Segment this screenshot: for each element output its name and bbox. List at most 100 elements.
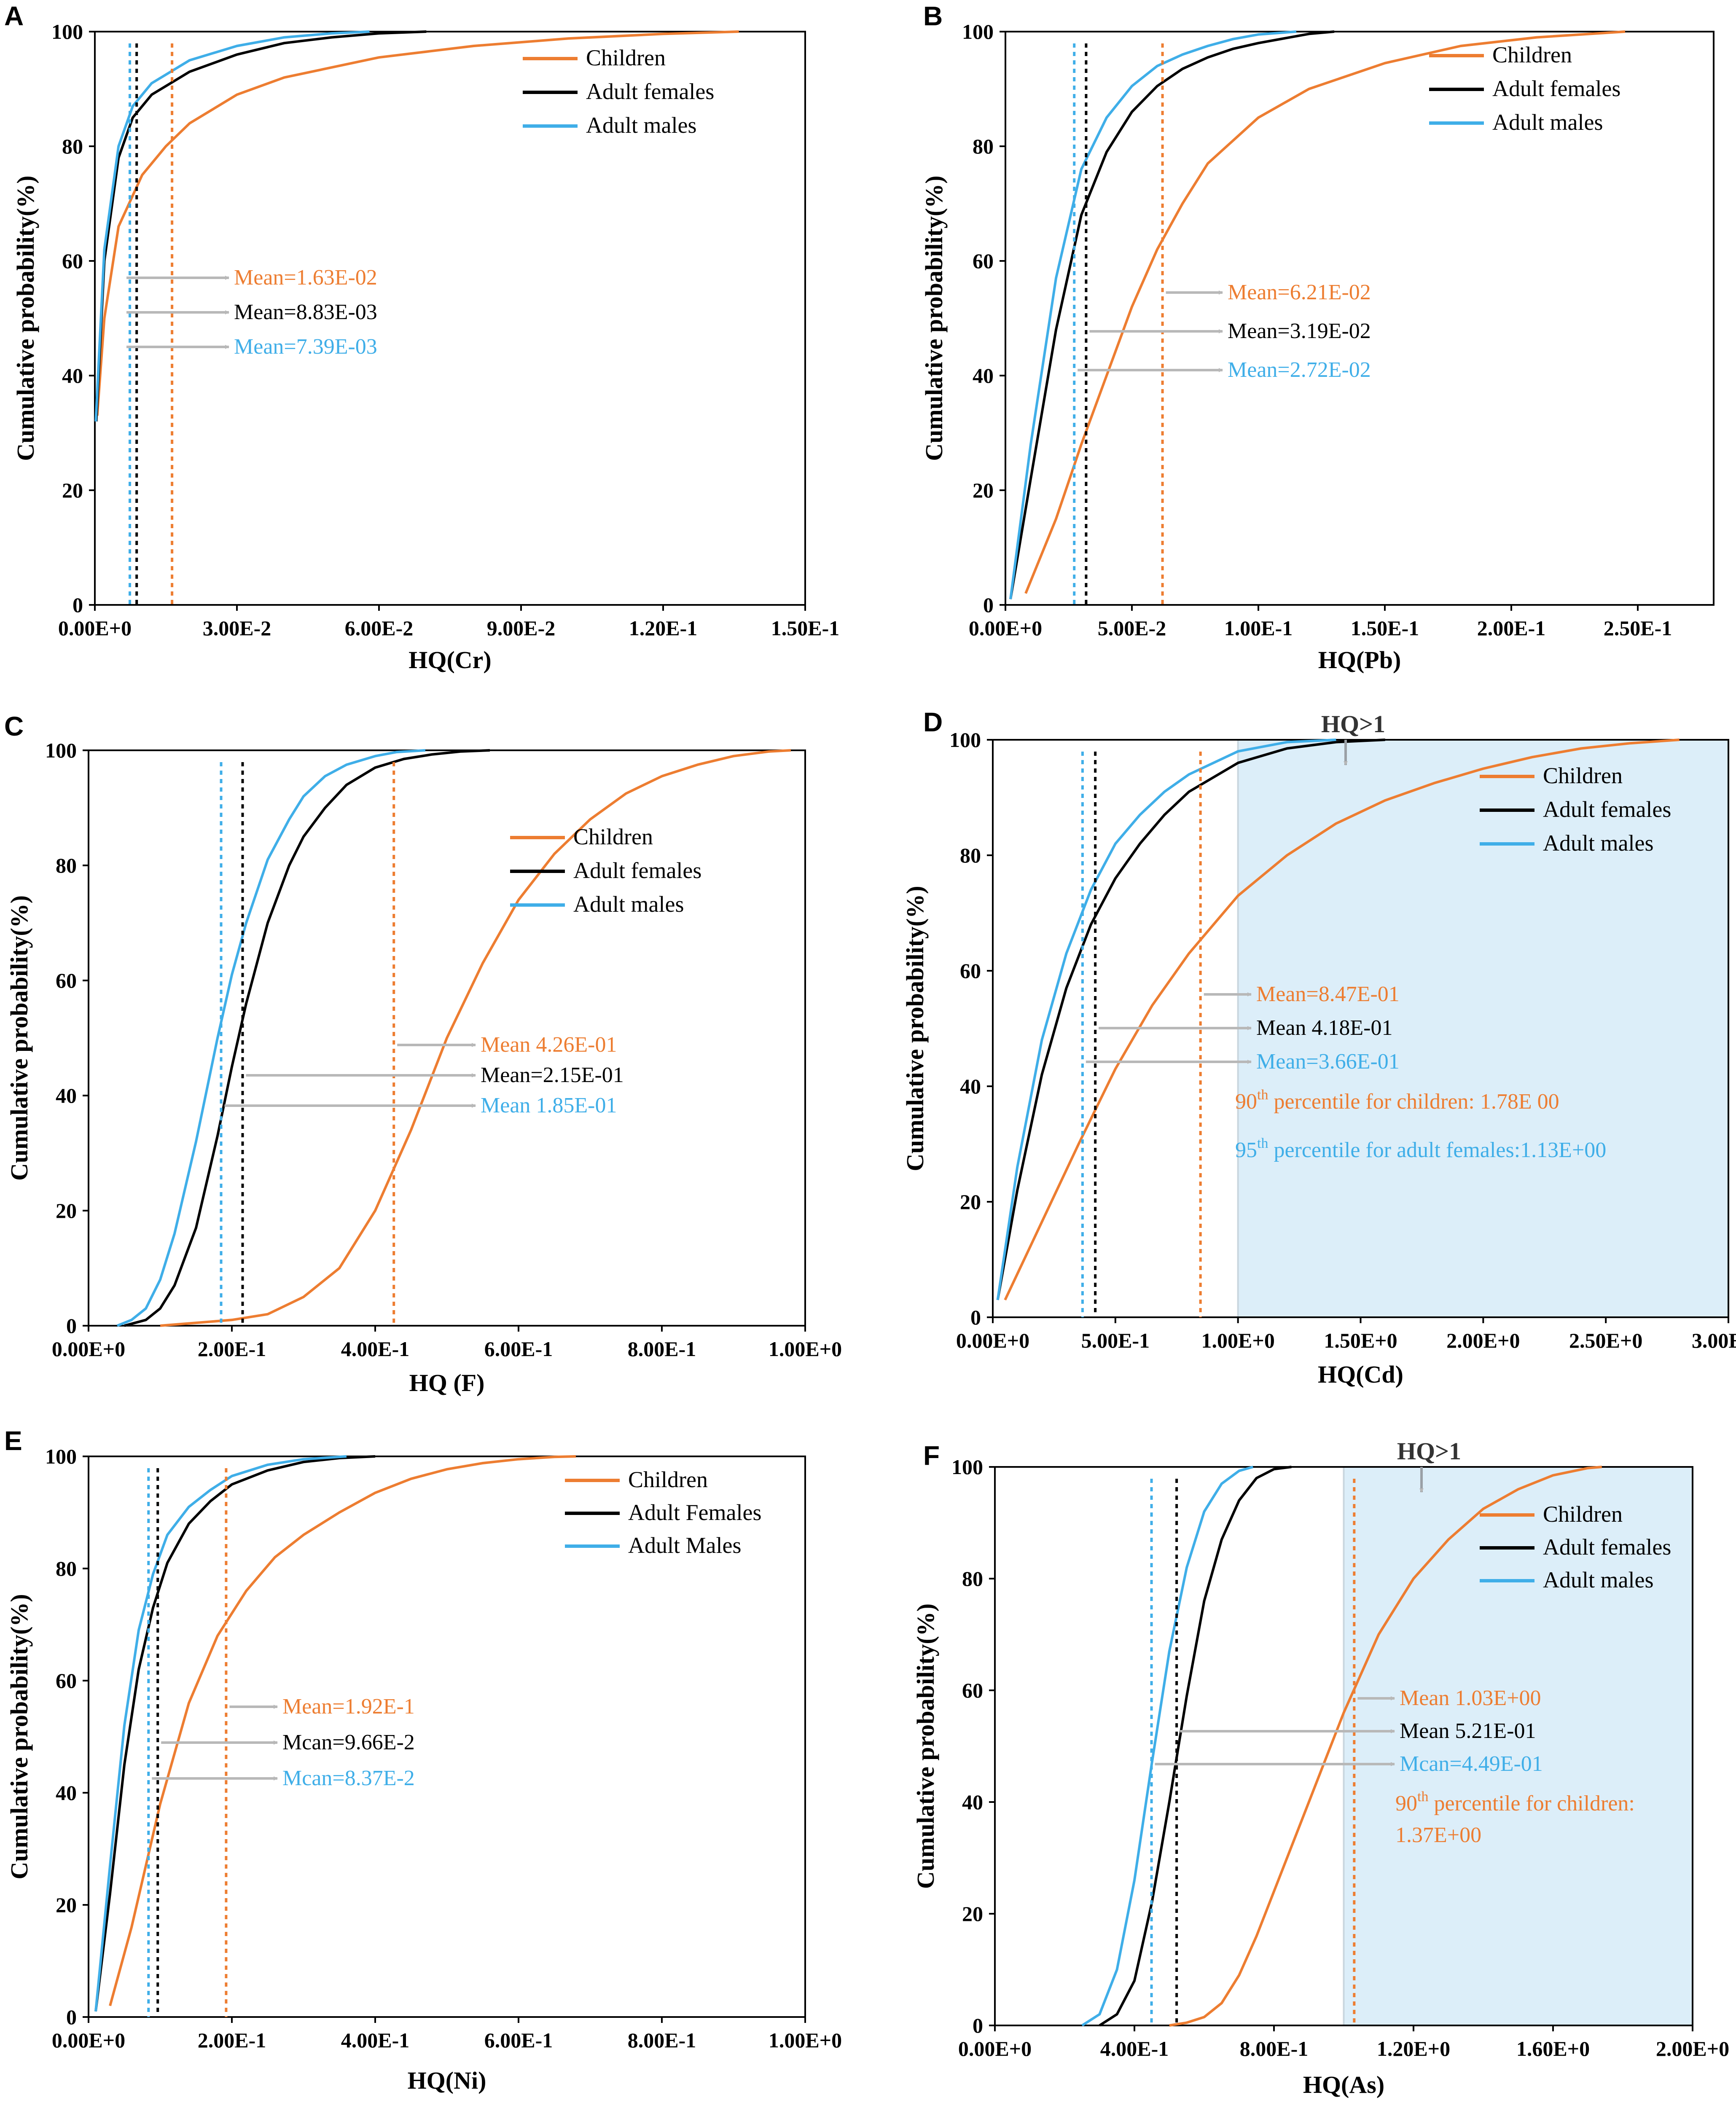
mean-label: Mean=2.15E-01 <box>481 1063 624 1087</box>
y-tick-label: 0 <box>66 2005 77 2029</box>
x-tick-label: 1.50E-1 <box>1351 616 1419 640</box>
legend-label: Adult males <box>1543 830 1653 856</box>
x-axis-label: HQ(Cr) <box>408 646 492 674</box>
x-tick-label: 6.00E-2 <box>345 616 414 640</box>
x-tick-label: 3.00E+0 <box>1692 1329 1736 1352</box>
y-tick-label: 40 <box>56 1781 77 1805</box>
mean-label: Mean=3.66E-01 <box>1256 1050 1400 1074</box>
y-axis-label: Cumulative probability(%) <box>5 895 33 1181</box>
y-tick-label: 40 <box>56 1084 77 1107</box>
y-tick-label: 0 <box>66 1314 77 1338</box>
y-tick-label: 80 <box>56 854 77 877</box>
legend-label: Adult females <box>1543 797 1671 822</box>
mean-label: Mean=1.63E-02 <box>234 266 377 290</box>
x-tick-label: 1.00E+0 <box>1201 1329 1274 1352</box>
legend-label: Adult females <box>573 858 701 883</box>
mean-label: Mcan=4.49E-01 <box>1400 1752 1543 1776</box>
series-line-adult-males <box>94 30 370 422</box>
plot-frame <box>88 749 806 1327</box>
series-line-adult-females <box>124 749 490 1327</box>
x-tick-label: 0.00E+0 <box>52 2028 125 2052</box>
panel-b: B 0.00E+0 5.00E-2 1.00E-1 1.50E-1 2.00E-1 2.50… <box>920 1 1715 674</box>
x-tick-label: 1.60E+0 <box>1516 2037 1590 2060</box>
y-tick-label: 100 <box>962 20 994 43</box>
legend-label: Adult males <box>586 113 696 138</box>
panel-label: C <box>4 711 24 741</box>
legend-label: Adult females <box>1492 76 1620 101</box>
x-tick-label: 0.00E+0 <box>956 1329 1029 1352</box>
x-tick-label: 4.00E-1 <box>1100 2037 1169 2060</box>
mean-label: Mean 5.21E-01 <box>1400 1719 1536 1743</box>
x-tick-label: 1.50E-1 <box>771 616 840 640</box>
x-tick-label: 6.00E-1 <box>484 1337 553 1361</box>
mean-label: Mean 1.03E+00 <box>1400 1686 1541 1710</box>
y-tick-label: 20 <box>56 1199 77 1222</box>
panel-label: A <box>4 1 24 31</box>
series-line-adult-females <box>95 30 427 422</box>
x-tick-label: 0.00E+0 <box>52 1337 125 1361</box>
y-tick-label: 60 <box>973 249 994 273</box>
y-tick-label: 0 <box>970 1305 981 1329</box>
y-axis-label: Cumulative probability(%) <box>912 1603 939 1889</box>
mean-label: Mcan=9.66E-2 <box>282 1730 415 1754</box>
x-tick-label: 0.00E+0 <box>58 616 132 640</box>
x-tick-label: 9.00E-2 <box>487 616 556 640</box>
y-tick-label: 60 <box>56 1669 77 1692</box>
x-tick-label: 5.00E-2 <box>1098 616 1166 640</box>
percentile-note: 95th percentile for adult females:1.13E+… <box>1235 1136 1606 1162</box>
x-tick-label: 1.00E-1 <box>1224 616 1293 640</box>
x-axis-label: HQ (F) <box>409 1369 485 1397</box>
x-tick-label: 2.00E-1 <box>198 1337 266 1361</box>
mean-label: Mean 4.26E-01 <box>481 1033 617 1057</box>
x-tick-label: 8.00E-1 <box>628 1337 696 1361</box>
x-tick-label: 6.00E-1 <box>484 2028 553 2052</box>
legend-label: Children <box>573 824 653 849</box>
x-axis-label: HQ(Ni) <box>408 2067 486 2094</box>
series-line-adult-males <box>996 739 1336 1300</box>
mean-label: Mean=8.83E-03 <box>234 300 377 324</box>
percentile-note: 90th percentile for children: <box>1395 1789 1635 1816</box>
x-tick-label: 3.00E-2 <box>203 616 271 640</box>
mean-label: Mean=1.92E-1 <box>282 1695 415 1719</box>
series-line-children <box>1004 739 1680 1301</box>
y-tick-label: 20 <box>62 478 83 502</box>
panel-label: B <box>923 1 943 31</box>
x-tick-label: 1.50E+0 <box>1324 1329 1397 1352</box>
y-tick-label: 60 <box>960 959 981 983</box>
x-tick-label: 2.50E+0 <box>1569 1329 1642 1352</box>
y-tick-label: 40 <box>62 364 83 387</box>
y-tick-label: 40 <box>962 1790 983 1814</box>
mean-label: Mean 1.85E-01 <box>481 1093 617 1117</box>
x-tick-label: 1.20E+0 <box>1377 2037 1450 2060</box>
x-axis-label: HQ(As) <box>1303 2071 1384 2098</box>
x-tick-label: 1.00E+0 <box>769 1337 842 1361</box>
series-line-adult-males <box>1009 30 1297 599</box>
legend-label: Children <box>628 1467 708 1492</box>
x-tick-label: 8.00E-1 <box>628 2028 696 2052</box>
panel-label: D <box>923 707 943 737</box>
y-tick-label: 100 <box>949 728 981 752</box>
legend-label: Children <box>586 45 666 70</box>
y-tick-label: 100 <box>45 1445 77 1468</box>
y-tick-label: 20 <box>56 1893 77 1917</box>
legend-label: Adult males <box>1492 110 1603 135</box>
legend-label: Adult males <box>1543 1567 1653 1593</box>
legend-label: Adult females <box>586 79 714 104</box>
hq-over-1-region <box>1238 740 1728 1317</box>
x-tick-label: 0.00E+0 <box>969 616 1042 640</box>
plot-frame <box>88 1456 806 2018</box>
y-tick-label: 80 <box>962 1567 983 1590</box>
percentile-note: 1.37E+00 <box>1395 1823 1481 1847</box>
series-line-adult-males <box>94 1455 347 2012</box>
panel-a: A 0.00E+0 3.00E-2 6.00E-2 9.00E-2 1.20E-1 1.50… <box>4 1 839 674</box>
legend-label: Children <box>1543 1501 1623 1527</box>
hq-over-1-region <box>1344 1467 1693 2025</box>
percentile-note: 90th percentile for children: 1.78E 00 <box>1235 1087 1559 1114</box>
y-tick-label: 20 <box>962 1902 983 1926</box>
series-line-adult-males <box>1081 1466 1254 2027</box>
series-line-adult-females <box>1099 1466 1292 2027</box>
y-axis-label: Cumulative probability(%) <box>12 175 39 461</box>
x-tick-label: 2.00E-1 <box>1477 616 1546 640</box>
series-line-adult-males <box>116 749 426 1327</box>
panel-e: E 0.00E+0 2.00E-1 4.00E-1 6.00E-1 8.00E-1 1.00… <box>4 1426 842 2094</box>
